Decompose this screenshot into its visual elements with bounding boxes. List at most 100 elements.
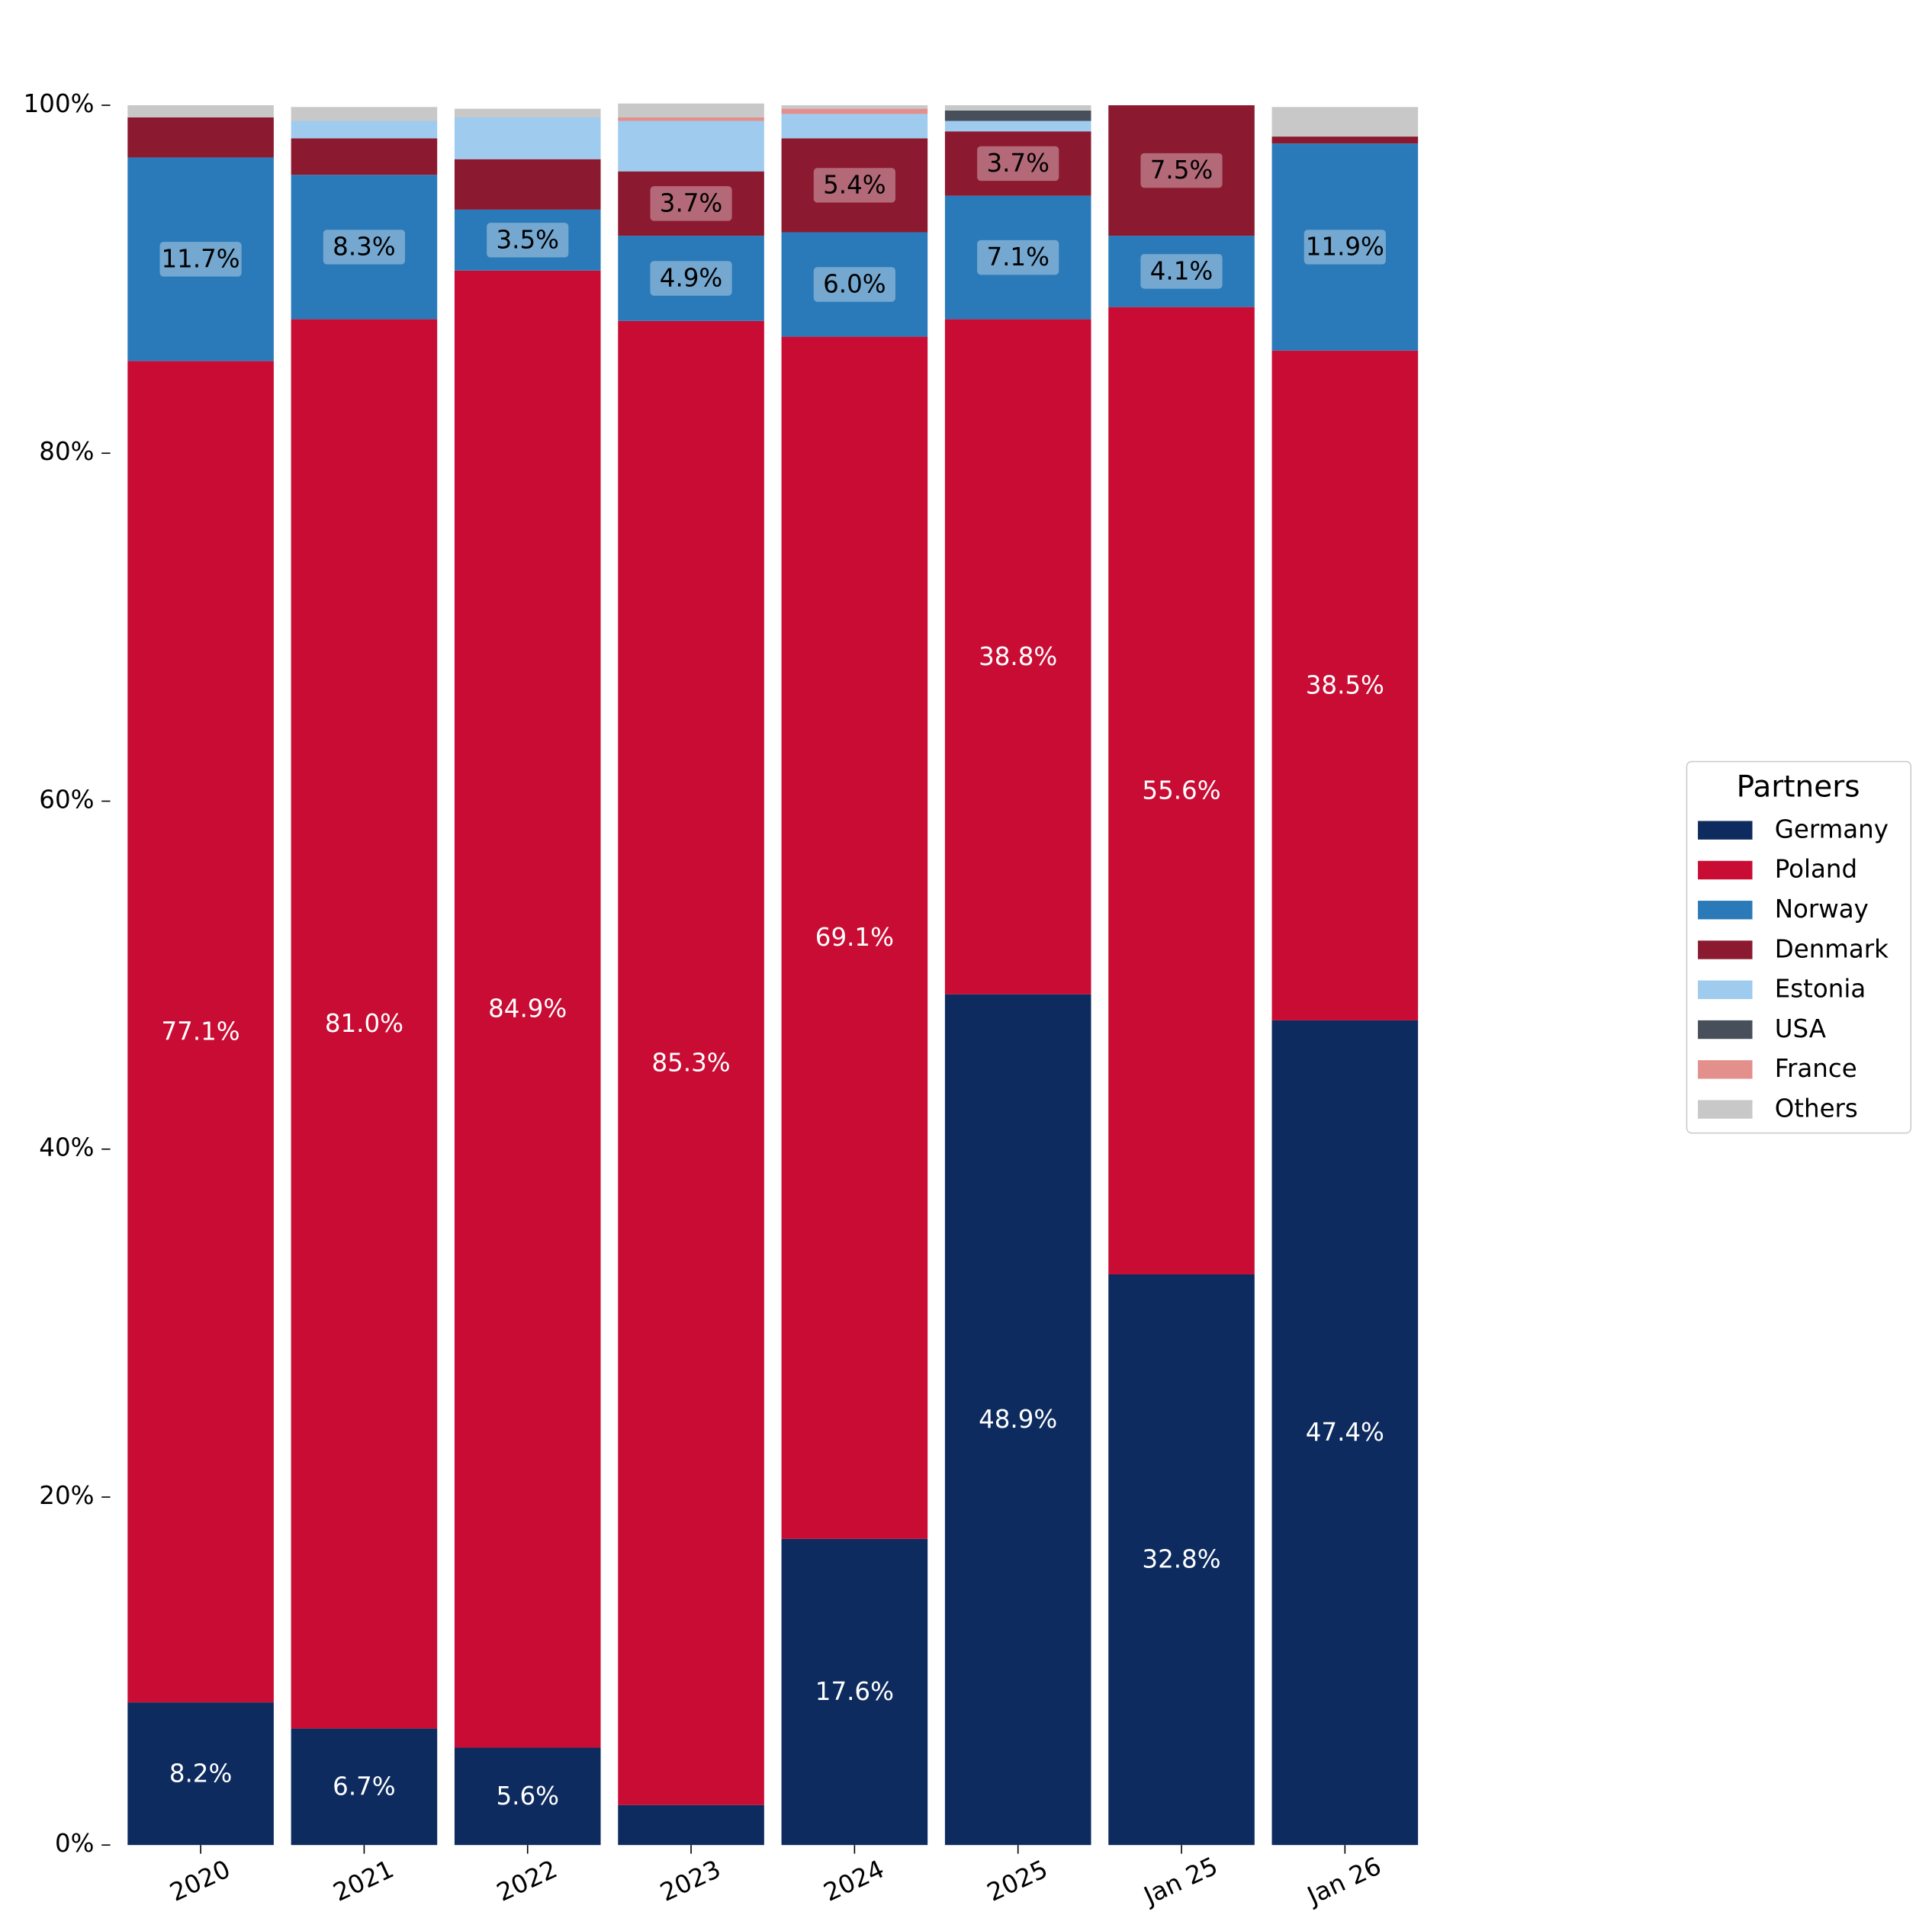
legend-swatch bbox=[1698, 980, 1753, 999]
x-tick-label: 2025 bbox=[982, 1854, 1052, 1907]
label-box bbox=[1140, 254, 1223, 289]
bar-segment bbox=[1271, 107, 1419, 137]
label-box bbox=[323, 230, 405, 265]
legend-swatch bbox=[1698, 1060, 1753, 1079]
bar-segment bbox=[618, 117, 764, 121]
data-label: 7.5% bbox=[1150, 156, 1213, 185]
bar-segment bbox=[127, 157, 274, 362]
bar-segment bbox=[1108, 105, 1255, 236]
bar-segment bbox=[291, 1728, 438, 1846]
label-box bbox=[813, 267, 895, 302]
bar-segment bbox=[781, 336, 928, 1539]
legend-swatch bbox=[1698, 860, 1753, 880]
bar-segment bbox=[944, 110, 1091, 121]
x-tick-label: 2024 bbox=[819, 1854, 889, 1907]
label-box bbox=[1140, 153, 1223, 188]
bar-segment bbox=[127, 361, 274, 1703]
legend-label: Germany bbox=[1775, 815, 1889, 844]
legend-swatch bbox=[1698, 1100, 1753, 1119]
legend-swatch bbox=[1698, 901, 1753, 920]
bar-segment bbox=[781, 108, 928, 114]
data-label: 6.7% bbox=[333, 1772, 395, 1801]
legend-label: Norway bbox=[1775, 895, 1869, 924]
legend-swatch bbox=[1698, 1020, 1753, 1040]
data-label: 77.1% bbox=[162, 1017, 240, 1046]
y-tick-label: 100% bbox=[24, 89, 95, 118]
bar-segment bbox=[291, 107, 438, 121]
bar-segment bbox=[291, 138, 438, 175]
bar-segment bbox=[944, 195, 1091, 320]
bar-segment bbox=[781, 114, 928, 139]
legend-title: Partners bbox=[1737, 770, 1860, 805]
legend-box bbox=[1686, 760, 1912, 1134]
data-label: 5.4% bbox=[823, 171, 886, 200]
legend-label: Denmark bbox=[1775, 934, 1889, 963]
y-tick-label: 60% bbox=[39, 785, 94, 814]
data-label: 4.9% bbox=[660, 264, 722, 293]
data-label: 11.9% bbox=[1306, 233, 1384, 262]
bar-segment bbox=[454, 209, 601, 271]
data-label: 4.1% bbox=[1150, 256, 1213, 285]
data-label: 3.7% bbox=[986, 149, 1049, 178]
label-box bbox=[977, 146, 1059, 182]
legend-label: Estonia bbox=[1775, 975, 1866, 1004]
bar-segment bbox=[781, 105, 928, 109]
bar-segment bbox=[454, 1747, 601, 1846]
data-label: 38.8% bbox=[979, 642, 1057, 671]
data-label: 17.6% bbox=[815, 1677, 894, 1706]
legend-label: USA bbox=[1775, 1014, 1826, 1043]
data-label: 84.9% bbox=[488, 995, 567, 1023]
x-tick-label: 2023 bbox=[656, 1854, 725, 1907]
bar-segment bbox=[1108, 236, 1255, 307]
data-label: 38.5% bbox=[1306, 670, 1384, 699]
bar-segment bbox=[781, 1538, 928, 1846]
bar-segment bbox=[781, 232, 928, 337]
bar-segment bbox=[1271, 137, 1419, 144]
data-label: 3.7% bbox=[660, 189, 722, 218]
bar-segment bbox=[618, 320, 764, 1805]
x-tick-label: Jan 26 bbox=[1302, 1851, 1386, 1910]
data-label: 55.6% bbox=[1142, 776, 1220, 805]
bar-segment bbox=[291, 319, 438, 1729]
bar-segment bbox=[1271, 1020, 1419, 1846]
legend-label: Others bbox=[1775, 1094, 1858, 1123]
data-label: 85.3% bbox=[651, 1048, 730, 1077]
data-label: 69.1% bbox=[815, 923, 894, 952]
label-box bbox=[1304, 230, 1386, 265]
label-box bbox=[487, 223, 569, 258]
y-tick-label: 80% bbox=[39, 437, 94, 466]
data-label: 6.0% bbox=[823, 270, 886, 299]
bar-segment bbox=[618, 103, 764, 117]
bar-segment bbox=[454, 270, 601, 1748]
bar-segment bbox=[1271, 143, 1419, 351]
label-box bbox=[159, 242, 242, 277]
bar-segment bbox=[944, 319, 1091, 995]
y-tick-label: 0% bbox=[55, 1829, 95, 1858]
bar-segment bbox=[944, 994, 1091, 1846]
data-label: 8.3% bbox=[333, 233, 395, 262]
legend-label: Poland bbox=[1775, 855, 1857, 884]
data-label: 3.5% bbox=[496, 225, 559, 254]
label-box bbox=[977, 239, 1059, 275]
legend-swatch bbox=[1698, 821, 1753, 840]
bar-segment bbox=[291, 175, 438, 320]
data-label: 8.2% bbox=[169, 1759, 233, 1788]
data-label: 32.8% bbox=[1142, 1545, 1220, 1574]
bar-segment bbox=[127, 1702, 274, 1846]
bar-segment bbox=[454, 108, 601, 117]
bar-segment bbox=[618, 236, 764, 321]
y-tick-label: 20% bbox=[39, 1481, 94, 1510]
data-label: 47.4% bbox=[1306, 1418, 1384, 1447]
bar-segment bbox=[1271, 350, 1419, 1020]
bar-segment bbox=[291, 120, 438, 139]
data-label: 5.6% bbox=[496, 1782, 559, 1811]
data-label: 11.7% bbox=[162, 245, 240, 274]
label-box bbox=[813, 168, 895, 203]
bar-segment bbox=[1108, 1274, 1255, 1846]
data-label: 48.9% bbox=[979, 1405, 1057, 1434]
bar-segment bbox=[127, 117, 274, 158]
bar-segment bbox=[944, 105, 1091, 111]
label-box bbox=[650, 186, 732, 221]
y-tick-label: 40% bbox=[39, 1133, 94, 1162]
